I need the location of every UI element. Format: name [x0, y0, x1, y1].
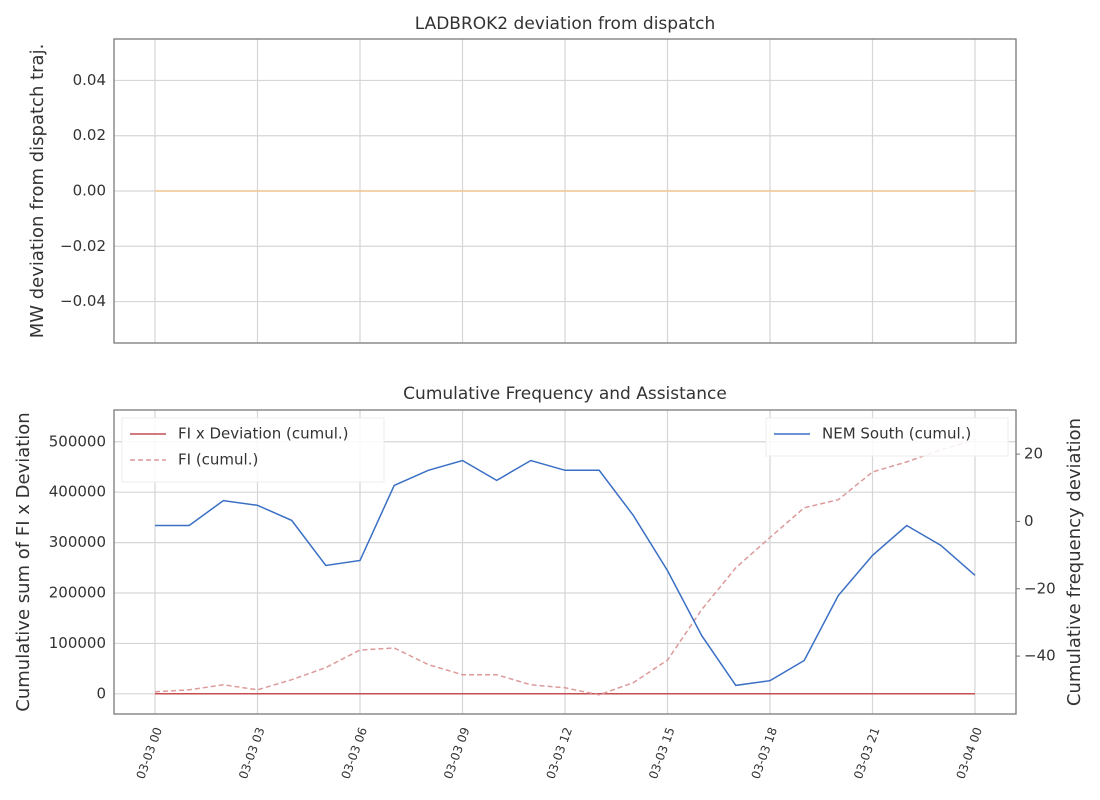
series-line: [155, 459, 976, 687]
y-tick-label: 0.00: [73, 182, 106, 200]
y-tick-label: −0.04: [60, 292, 106, 310]
y-tick-label: 0.02: [73, 126, 106, 144]
y2-tick-label: −20: [1024, 579, 1056, 597]
y2-axis-label: Cumulative frequency deviation: [1064, 418, 1085, 706]
y2-tick-label: 0: [1024, 512, 1034, 530]
plot-frame: [113, 38, 1017, 344]
x-tick-label: 03-03 06: [338, 725, 370, 780]
y-axis-label: Cumulative sum of FI x Deviation: [13, 412, 34, 711]
y-tick-label: 500000: [49, 432, 106, 450]
legend-label: FI x Deviation (cumul.): [178, 425, 349, 443]
y-tick-label: −0.02: [60, 237, 106, 255]
chart-title: Cumulative Frequency and Assistance: [403, 384, 727, 404]
y2-tick-label: 20: [1024, 445, 1043, 463]
x-tick-label: 03-03 00: [133, 725, 165, 780]
x-tick-label: 03-03 12: [543, 725, 575, 780]
y-tick-label: 0: [96, 684, 106, 702]
x-tick-label: 03-03 03: [236, 725, 268, 780]
legend: NEM South (cumul.): [765, 417, 1009, 457]
x-tick-label: 03-03 21: [851, 725, 883, 780]
legend: FI x Deviation (cumul.) FI (cumul.): [121, 417, 385, 483]
plot-frame: [113, 409, 1017, 715]
chart-title: LADBROK2 deviation from dispatch: [415, 14, 716, 34]
x-tick-label: 03-03 09: [441, 725, 473, 780]
legend-label: FI (cumul.): [178, 451, 258, 469]
y-tick-label: 100000: [49, 634, 106, 652]
legend-box: [765, 417, 1009, 457]
y-tick-label: 200000: [49, 584, 106, 602]
y-tick-label: 300000: [49, 533, 106, 551]
x-tick-label: 03-03 18: [748, 725, 780, 780]
series-line: [154, 438, 976, 696]
x-tick-label: 03-04 00: [953, 725, 985, 780]
y-tick-label: 0.04: [73, 71, 106, 89]
x-tick-label: 03-03 15: [646, 725, 678, 780]
legend-box: [121, 417, 385, 483]
y2-tick-label: −40: [1024, 647, 1056, 665]
y-tick-label: 400000: [49, 483, 106, 501]
legend-label: NEM South (cumul.): [822, 425, 971, 443]
y-axis-label: MW deviation from dispatch traj.: [27, 44, 48, 339]
